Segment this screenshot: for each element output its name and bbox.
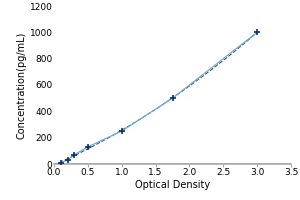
Y-axis label: Concentration(pg/mL): Concentration(pg/mL) [17, 31, 27, 139]
X-axis label: Optical Density: Optical Density [135, 180, 210, 190]
